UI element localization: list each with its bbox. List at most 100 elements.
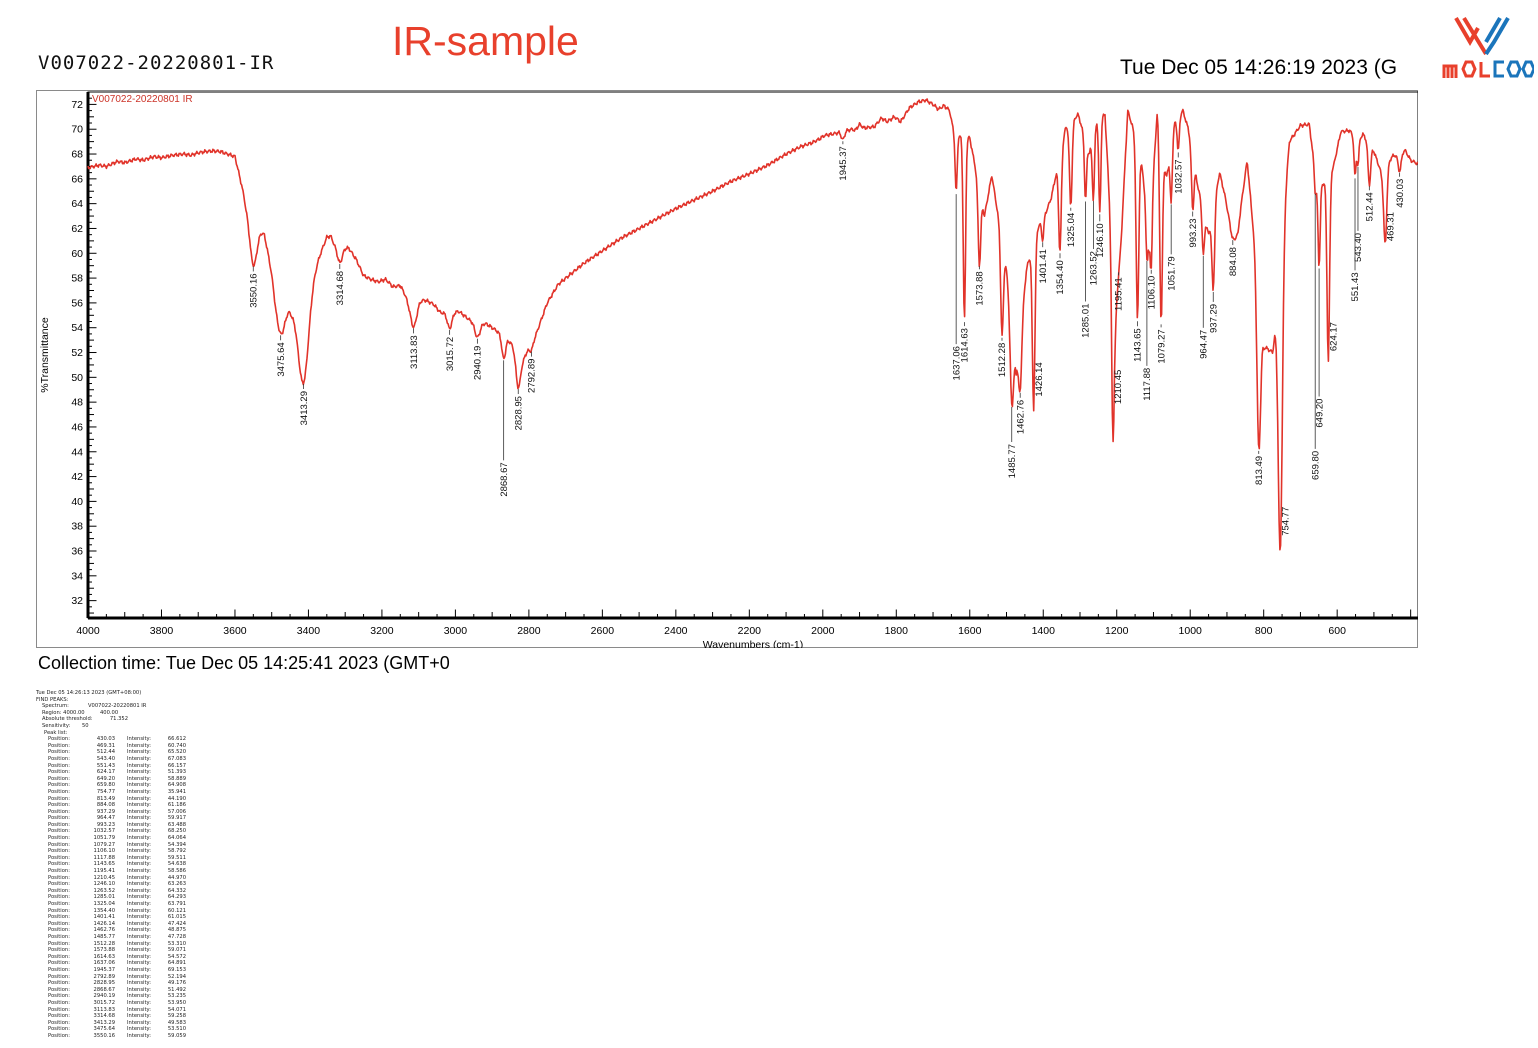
y-tick-label: 32	[71, 595, 83, 607]
x-tick-label: 3000	[444, 625, 468, 637]
peak-label: 1079.27	[1156, 329, 1167, 363]
peak-row: Position: 3550.16 Intensity: 59.059	[48, 1032, 186, 1039]
peak-label: 2828.95	[513, 396, 524, 430]
peak-label: 430.03	[1395, 179, 1406, 208]
peak-label: 1285.01	[1081, 304, 1092, 338]
molcoo-logo-icon	[1442, 16, 1534, 78]
peak-label: 1325.04	[1066, 213, 1077, 247]
y-tick-label: 54	[71, 322, 83, 334]
y-tick-label: 56	[71, 297, 83, 309]
peak-label: 1637.06	[951, 346, 962, 380]
peak-row: Position: 2828.95 Intensity: 49.176	[48, 980, 186, 987]
peak-row: Position: 3015.72 Intensity: 53.950	[48, 999, 186, 1006]
peak-row: Position: 1325.04 Intensity: 63.791	[48, 901, 186, 907]
peak-label: 551.43	[1350, 272, 1361, 301]
peak-row: Position: 1426.14 Intensity: 47.424	[48, 920, 186, 927]
peak-row: Position: 2792.89 Intensity: 52.194	[48, 973, 186, 980]
x-tick-label: 1600	[958, 625, 982, 637]
x-tick-label: 4000	[76, 625, 100, 637]
peak-row: Position: 1637.06 Intensity: 64.891	[48, 960, 186, 967]
peak-row: Position: 1354.40 Intensity: 60.121	[48, 907, 186, 914]
peak-row: Position: 551.43 Intensity: 66.157	[48, 762, 186, 769]
peak-label: 2868.67	[499, 462, 510, 496]
peak-label: 1263.52	[1089, 251, 1100, 285]
findpeaks-heading: FIND PEAKS:	[36, 696, 69, 703]
findpeaks-datetime: Tue Dec 05 14:26:13 2023 (GMT+08:00)	[36, 690, 142, 696]
peak-row: Position: 1032.57 Intensity: 68.250	[48, 828, 186, 835]
peak-row: Position: 1117.88 Intensity: 59.511	[48, 854, 186, 861]
peak-row: Position: 2868.67 Intensity: 51.492	[48, 986, 186, 993]
plot-border	[87, 91, 1419, 619]
peak-row: Position: 1079.27 Intensity: 54.394	[48, 841, 186, 848]
collection-time: Collection time: Tue Dec 05 14:25:41 202…	[38, 653, 450, 673]
y-tick-label: 52	[71, 347, 83, 359]
peak-label: 1032.57	[1173, 159, 1184, 193]
peak-label: 1195.41	[1114, 277, 1125, 311]
peak-label: 1512.28	[997, 343, 1008, 377]
peak-label: 3314.68	[335, 271, 346, 305]
peak-label: 3113.83	[409, 335, 420, 369]
y-tick-label: 64	[71, 198, 83, 210]
findpeaks-region: Region: 4000.00 400.00	[42, 709, 119, 716]
y-tick-label: 40	[71, 496, 83, 508]
peak-row: Position: 1246.10 Intensity: 63.263	[48, 881, 186, 888]
y-tick-label: 44	[71, 446, 83, 458]
peak-row: Position: 624.17 Intensity: 51.393	[48, 769, 186, 776]
peak-row: Position: 2940.19 Intensity: 53.235	[48, 993, 186, 1000]
page-title: IR-sample	[392, 18, 579, 64]
peak-row: Position: 1285.01 Intensity: 64.293	[48, 894, 186, 901]
peak-label: 1485.77	[1007, 444, 1018, 478]
findpeaks-peaklist-label: Peak list:	[44, 729, 68, 736]
peak-label: 1614.63	[960, 328, 971, 362]
peak-row: Position: 1210.45 Intensity: 44.970	[48, 874, 186, 881]
y-tick-label: 46	[71, 421, 83, 433]
x-tick-label: 3400	[297, 625, 321, 637]
peak-row: Position: 993.23 Intensity: 63.488	[48, 821, 186, 828]
y-tick-label: 58	[71, 273, 83, 285]
findpeaks-spectrum: Spectrum: V007022-20220801 IR	[42, 703, 147, 710]
peak-row: Position: 884.08 Intensity: 61.186	[48, 802, 186, 809]
ir-spectrum-chart: 32 34 36 38 40 42 44 46 48 50 52 54 56 58 60 62 64 66 68 70…	[36, 90, 1419, 651]
peak-row: Position: 754.77 Intensity: 35.941	[48, 788, 186, 795]
peak-label: 1354.40	[1055, 260, 1066, 294]
peak-row: Position: 649.20 Intensity: 58.889	[48, 775, 186, 782]
peak-row: Position: 937.29 Intensity: 57.006	[48, 808, 186, 815]
x-tick-label: 600	[1328, 625, 1346, 637]
peak-row: Position: 3475.64 Intensity: 53.510	[48, 1026, 186, 1033]
y-tick-label: 42	[71, 471, 83, 483]
y-tick-label: 34	[71, 570, 83, 582]
x-tick-label: 2400	[664, 625, 688, 637]
peak-row: Position: 1614.63 Intensity: 54.572	[48, 953, 186, 960]
y-tick-label: 68	[71, 149, 83, 161]
x-tick-label: 3200	[370, 625, 394, 637]
peak-label: 543.40	[1353, 233, 1364, 262]
peak-row: Position: 964.47 Intensity: 59.917	[48, 815, 186, 822]
y-tick-label: 72	[71, 99, 83, 111]
peak-row: Position: 1462.76 Intensity: 48.875	[48, 927, 186, 934]
peak-label: 1462.76	[1015, 400, 1026, 434]
peak-row: Position: 430.03 Intensity: 66.612	[48, 736, 186, 743]
peak-label: 3015.72	[445, 337, 456, 371]
peak-label: 512.44	[1365, 192, 1376, 221]
peak-row: Position: 3413.29 Intensity: 49.583	[48, 1019, 186, 1026]
y-tick-label: 62	[71, 223, 83, 235]
peak-label: 1945.37	[838, 146, 849, 180]
peak-label: 937.29	[1208, 304, 1219, 333]
spectrum-plot: 32 34 36 38 40 42 44 46 48 50 52 54 56 58 60 62 64 66 68 70…	[36, 90, 1419, 651]
y-axis-title: %Transmittance	[39, 317, 51, 393]
peak-row: Position: 1195.41 Intensity: 58.586	[48, 868, 186, 875]
findpeaks-threshold: Absolute threshold: 71.352	[42, 716, 128, 723]
x-axis-title: Wavenumbers (cm-1)	[703, 639, 804, 648]
x-tick-label: 2200	[738, 625, 762, 637]
peak-label: 1143.65	[1133, 328, 1144, 362]
peak-label: 469.31	[1385, 212, 1396, 241]
peak-label: 993.23	[1188, 219, 1199, 248]
peak-row: Position: 813.49 Intensity: 44.190	[48, 795, 186, 802]
y-tick-label: 36	[71, 546, 83, 558]
peak-row: Position: 1512.28 Intensity: 53.310	[48, 940, 186, 947]
peak-label: 3413.29	[299, 391, 310, 425]
peak-label: 1401.41	[1038, 249, 1049, 283]
peak-row: Position: 543.40 Intensity: 67.083	[48, 755, 186, 762]
peak-label: 624.17	[1328, 322, 1339, 351]
y-tick-label: 60	[71, 248, 83, 260]
